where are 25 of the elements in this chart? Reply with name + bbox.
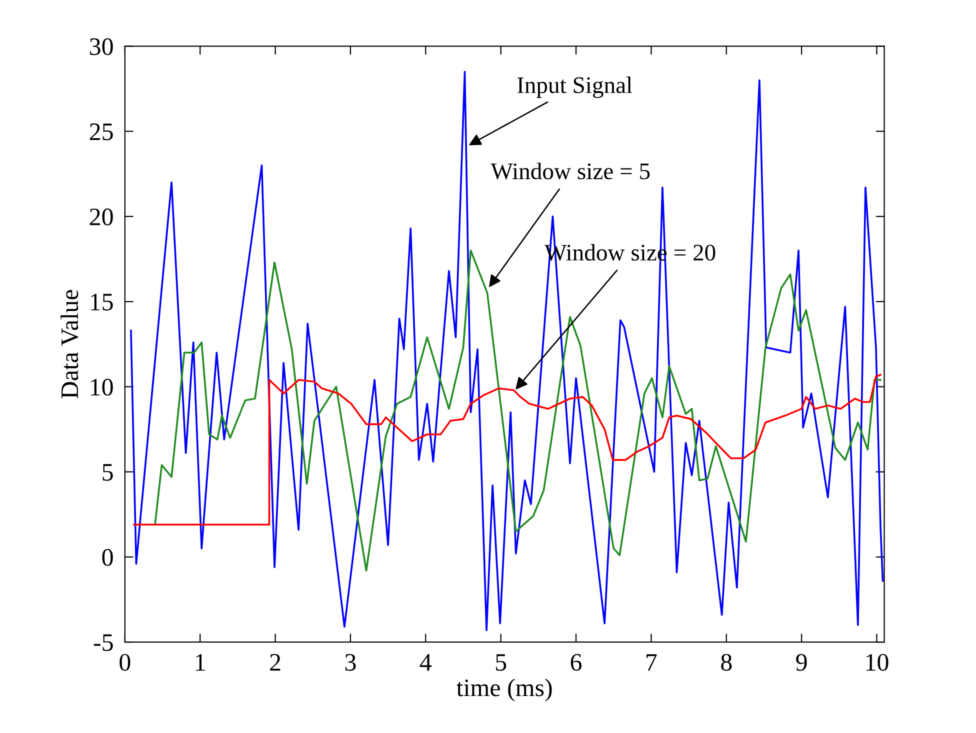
- annotation: Input Signal: [517, 76, 632, 98]
- y-tick-label: 10: [91, 378, 113, 396]
- x-tick-label: 5: [496, 654, 506, 671]
- y-tick-label: 30: [90, 38, 113, 56]
- x-tick-label: 9: [796, 654, 807, 671]
- x-tick-label: 2: [270, 654, 280, 671]
- y-tick-label: 20: [90, 208, 113, 226]
- x-tick-label: 0: [120, 654, 130, 671]
- y-tick-label: 15: [91, 294, 113, 310]
- x-tick-label: 1: [196, 654, 205, 671]
- line-series: [133, 374, 882, 526]
- y-tick-label: 25: [90, 123, 113, 140]
- x-tick-label: 3: [345, 654, 356, 671]
- x-tick-label: 8: [721, 654, 732, 671]
- y-tick-label: 5: [102, 464, 113, 481]
- y-tick-label: 0: [102, 549, 113, 566]
- y-tick-label: -5: [94, 634, 113, 652]
- annotation: Window size = 5: [490, 162, 650, 180]
- y-axis-title: Data Value: [60, 290, 78, 398]
- x-tick-label: 4: [420, 654, 432, 671]
- x-tick-label: 6: [570, 654, 582, 671]
- x-tick-label: 7: [646, 654, 657, 671]
- x-axis-title: time (ms): [456, 678, 552, 702]
- line-series: [130, 70, 884, 632]
- x-tick-label: 10: [866, 654, 888, 671]
